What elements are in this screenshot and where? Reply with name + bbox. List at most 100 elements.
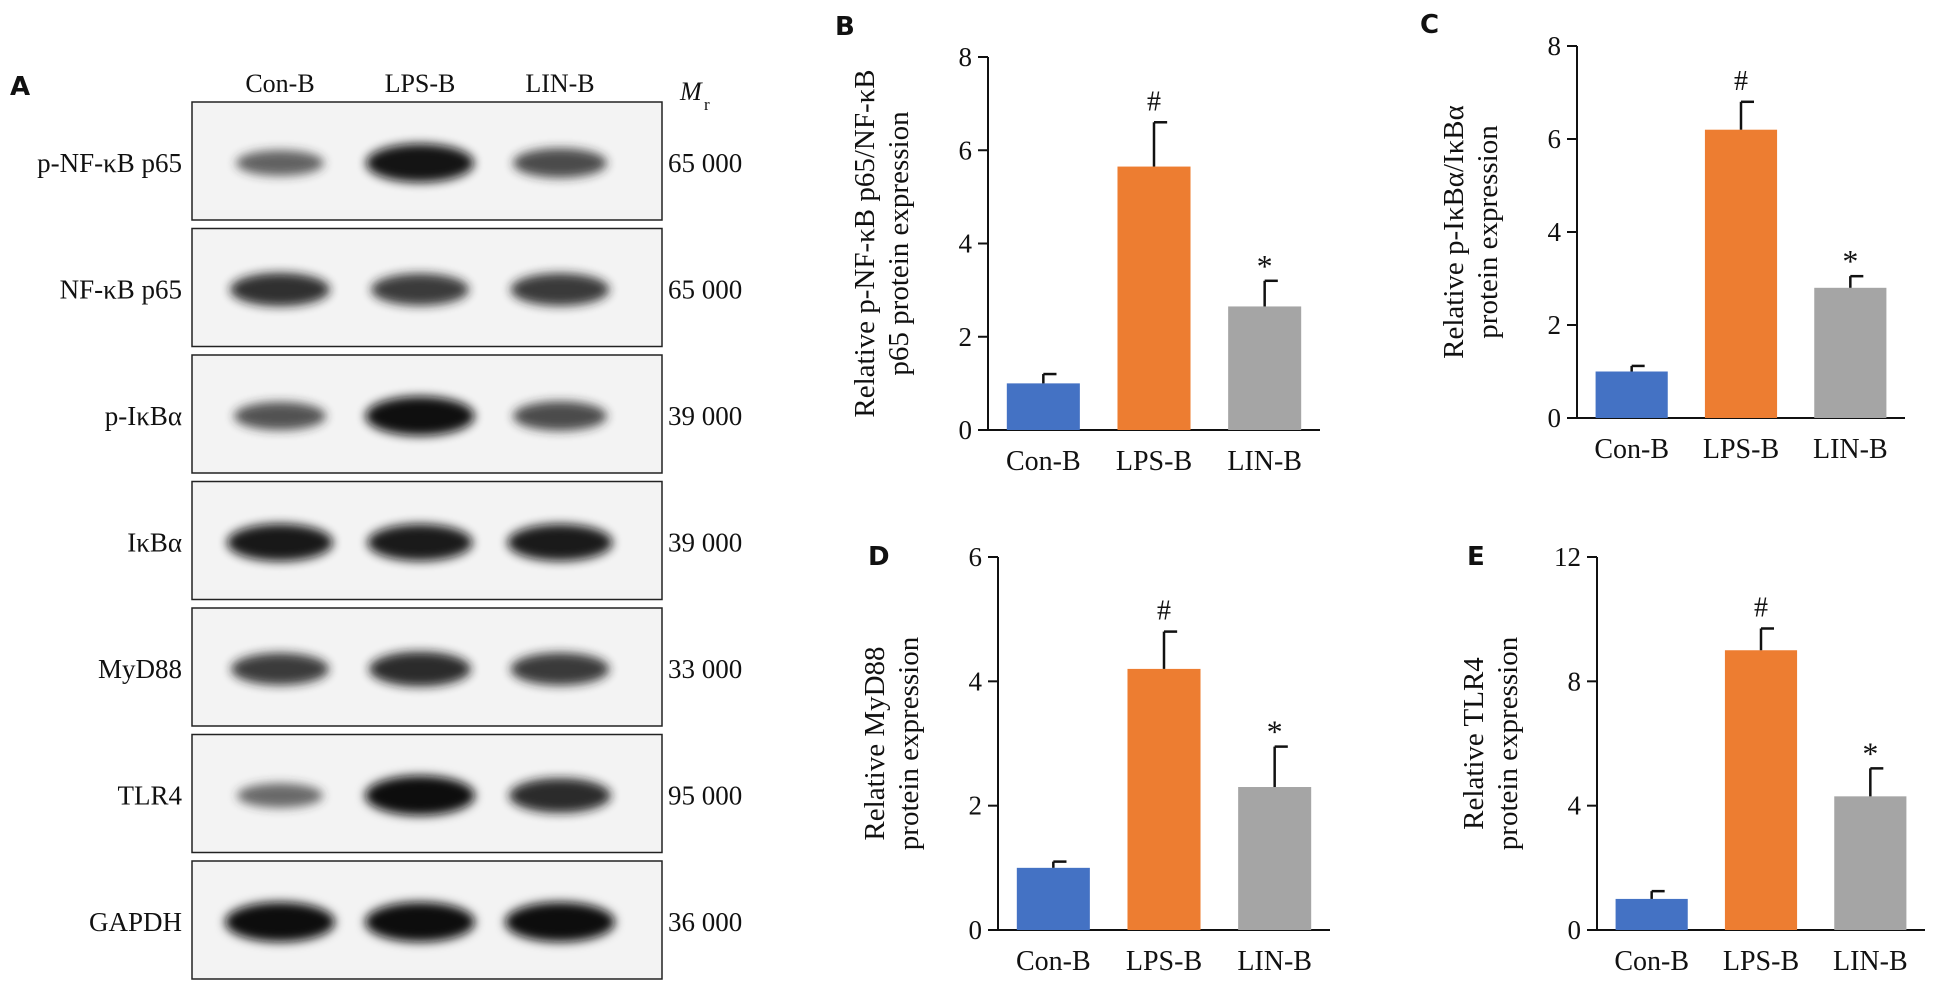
band-con-b [230,272,330,307]
panel-letter-e: E [1467,542,1485,572]
blot-row-p-nf-b-p65: p-NF-κB p65 65 000 [37,101,742,221]
blot-protein-label: NF-κB p65 [60,275,182,305]
blot-mr-value: 95 000 [668,781,742,811]
panel-letter-d: D [868,542,890,572]
significance-mark: # [1754,592,1768,623]
y-tick-label: 4 [1568,791,1582,821]
y-tick-label: 8 [1548,31,1562,61]
band-con-b [227,523,333,562]
x-category-label: LIN-B [1237,946,1312,977]
band-lps-b [365,902,475,942]
y-axis-label: protein expression [1472,125,1504,339]
mr-label: M [679,77,703,106]
band-lin-b [505,902,615,942]
y-tick-label: 0 [959,415,973,445]
band-lps-b [365,775,475,816]
blot-protein-label: IκBα [127,528,182,558]
bar-lps-b [1724,650,1798,930]
x-category-label: LIN-B [1227,446,1302,477]
y-tick-label: 4 [1548,217,1562,247]
bar-lin-b [1238,787,1312,930]
band-lps-b [366,143,474,183]
bar-lps-b [1127,668,1201,930]
blot-protein-label: GAPDH [89,907,182,937]
panel-letter-a: A [10,72,30,102]
x-category-label: LIN-B [1833,946,1908,977]
x-category-label: Con-B [1614,946,1689,977]
blot-mr-value: 65 000 [668,148,742,178]
y-tick-label: 0 [969,915,983,945]
band-lps-b [367,524,473,561]
y-axis-label: p65 protein expression [883,111,915,376]
band-con-b [231,652,329,686]
y-tick-label: 4 [959,229,973,259]
band-lps-b [365,396,475,436]
significance-mark: * [1842,243,1858,279]
blot-mr-value: 65 000 [668,275,742,305]
y-tick-label: 12 [1554,542,1581,572]
blot-row-i-b: IκBα 39 000 [127,480,742,601]
y-tick-label: 6 [969,542,983,572]
blot-protein-label: MyD88 [98,654,182,684]
y-tick-label: 8 [1568,666,1582,696]
y-axis-label: protein expression [1492,636,1524,850]
significance-mark: * [1267,714,1283,750]
y-tick-label: 2 [969,791,983,821]
blot-mr-value: 39 000 [668,401,742,431]
blot-rows: p-NF-κB p65 65 000 NF-κB p65 65 000 p-IκBα 39… [37,101,742,980]
band-con-b [237,783,323,808]
blot-mr-value: 36 000 [668,907,742,937]
blot-mr-value: 33 000 [668,654,742,684]
band-lps-b [371,273,469,306]
y-tick-label: 8 [959,42,973,72]
band-con-b [236,150,324,176]
bar-con-b [1595,371,1668,418]
significance-mark: # [1157,596,1171,627]
y-tick-label: 4 [969,666,983,696]
panel-d-chart: D 0 2 4 6 Con-B # LPS-B * LIN-B Relative MyD88 pro… [859,542,1330,977]
significance-mark: * [1257,248,1273,284]
panel-e-chart: E 0 4 8 12 Con-B # LPS-B * LIN-B Relative TLR4 pro… [1458,542,1925,977]
bar-con-b [1016,867,1090,930]
bar-con-b [1615,898,1688,930]
y-tick-label: 2 [959,322,973,352]
lane-label-con-b: Con-B [245,69,314,98]
y-axis-label: Relative TLR4 [1458,657,1490,830]
band-lin-b [509,778,611,813]
panel-b-chart: B 0 2 4 6 8 Con-B # LPS-B * LIN-B Relative p-NF-κB… [835,12,1320,477]
band-lps-b [369,651,471,687]
y-tick-label: 2 [1548,310,1562,340]
band-lin-b [513,401,607,431]
x-category-label: Con-B [1016,946,1091,977]
y-axis-label: protein expression [893,636,925,850]
band-lin-b [513,148,607,178]
significance-mark: # [1147,86,1161,117]
panel-letter-b: B [835,12,855,42]
blot-row-nf-b-p65: NF-κB p65 65 000 [60,227,742,348]
bar-lps-b [1704,129,1778,418]
bar-lin-b [1228,306,1302,430]
y-axis-label: Relative p-IκBα/IκBα [1438,105,1470,359]
bar-lin-b [1814,287,1887,418]
lane-label-lps-b: LPS-B [385,69,456,98]
panel-letter-c: C [1420,10,1439,40]
y-tick-label: 0 [1568,915,1582,945]
blot-row-p-i-b: p-IκBα 39 000 [105,354,742,474]
blot-protein-label: p-NF-κB p65 [37,148,182,178]
blot-protein-label: TLR4 [118,781,183,811]
x-category-label: LIN-B [1813,434,1888,465]
y-tick-label: 6 [1548,124,1562,154]
panel-a-western-blot: A Con-B LPS-B LIN-B M r p-NF-κB p65 65 00… [10,69,742,980]
band-lin-b [507,524,613,561]
lane-label-lin-b: LIN-B [525,69,594,98]
y-axis-label: Relative MyD88 [859,646,891,840]
significance-mark: # [1734,66,1748,97]
blot-row-tlr4: TLR4 95 000 [118,733,742,854]
y-tick-label: 6 [959,135,973,165]
y-axis-label: Relative p-NF-κB p65/NF-κB [849,69,881,417]
band-lin-b [510,652,610,686]
x-category-label: Con-B [1006,446,1081,477]
x-category-label: LPS-B [1116,446,1192,477]
band-con-b [234,401,326,431]
